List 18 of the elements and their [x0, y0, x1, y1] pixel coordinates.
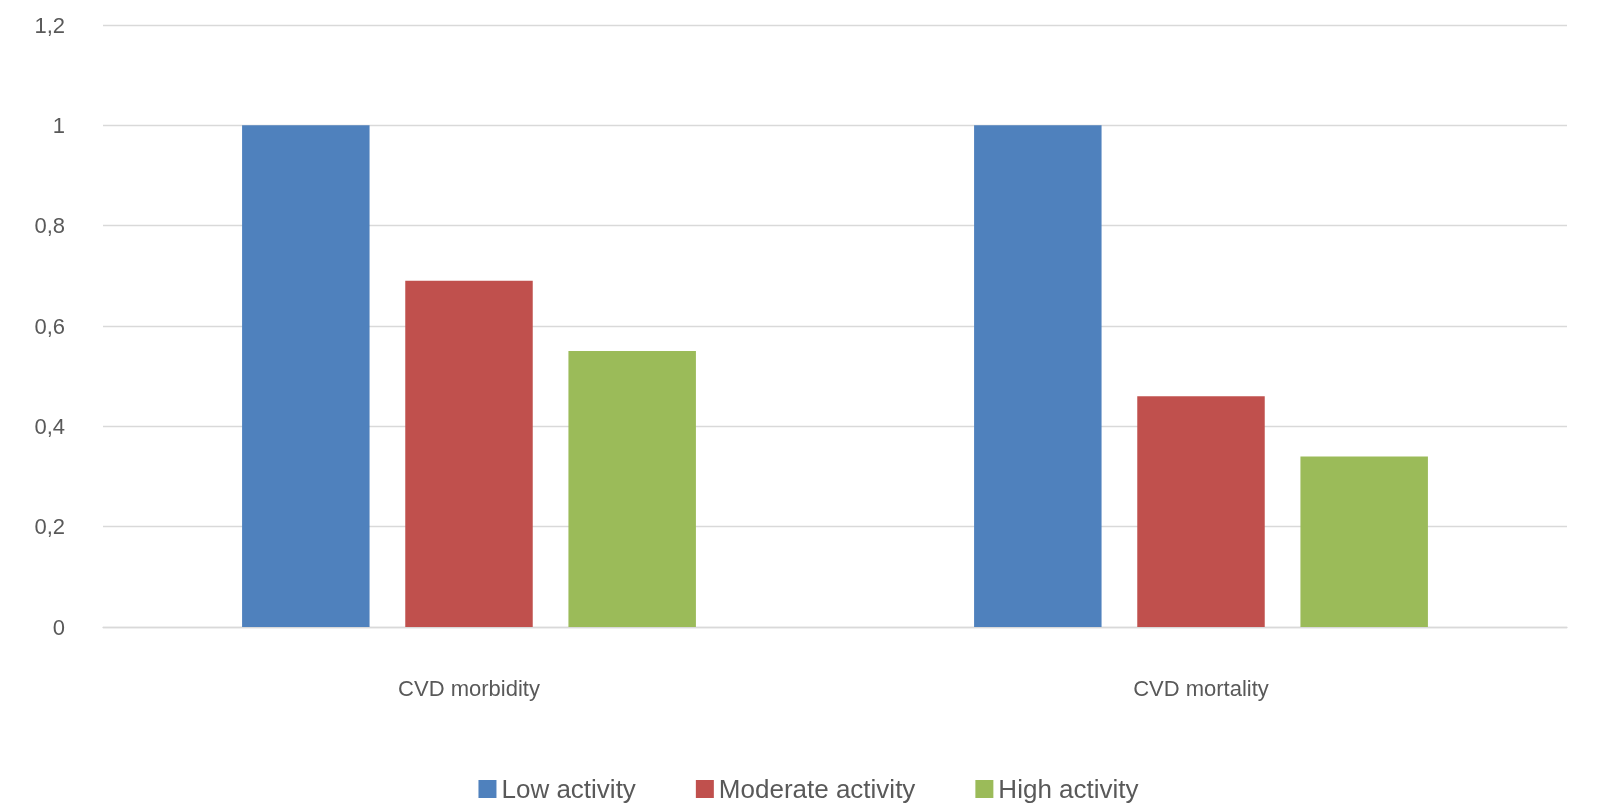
y-tick-label: 0 — [52, 614, 65, 640]
y-tick-label: 0,2 — [34, 514, 65, 540]
y-tick-label: 1 — [52, 112, 65, 138]
x-tick-label: CVD mortality — [1133, 675, 1269, 701]
bar — [568, 351, 696, 627]
bar — [1300, 456, 1428, 627]
x-tick-label: CVD morbidity — [398, 675, 540, 701]
bar — [974, 125, 1102, 627]
y-tick-label: 0,6 — [34, 313, 65, 339]
y-tick-label: 1,2 — [34, 12, 65, 38]
bar — [1137, 396, 1265, 627]
legend-label: Moderate activity — [718, 774, 916, 804]
legend-label: High activity — [998, 774, 1139, 804]
y-tick-label: 0,8 — [34, 213, 65, 239]
bar — [405, 280, 533, 627]
y-tick-label: 0,4 — [34, 413, 65, 439]
legend-label: Low activity — [501, 774, 636, 804]
bar — [242, 125, 370, 627]
